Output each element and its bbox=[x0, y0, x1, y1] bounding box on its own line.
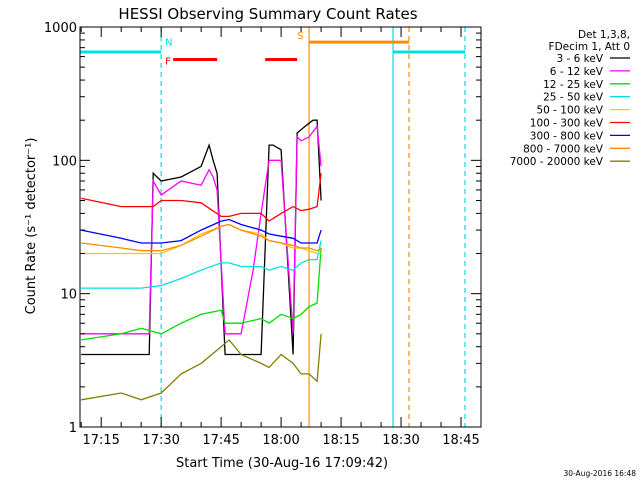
series-line-2 bbox=[81, 247, 322, 341]
legend-entry: 800 - 7000 keV bbox=[523, 143, 604, 155]
y-tick-label: 10 bbox=[60, 288, 77, 303]
axes: 1 10 100 1000 17:15 17:30 17:45 18:00 18:15 18:30… bbox=[44, 21, 482, 448]
legend-entry: 50 - 100 keV bbox=[536, 105, 603, 117]
y-tick-label: 100 bbox=[52, 154, 77, 169]
y-tick-label: 1000 bbox=[44, 21, 77, 36]
flag-label-f: F bbox=[165, 57, 171, 68]
flag-label-s: S bbox=[297, 31, 303, 42]
series-line-0 bbox=[81, 119, 322, 356]
series-line-1 bbox=[81, 124, 322, 335]
plot-area: NF S bbox=[80, 27, 466, 427]
x-tick-label: 18:15 bbox=[322, 433, 359, 448]
plot-frame bbox=[79, 26, 482, 428]
series-line-8 bbox=[81, 333, 322, 401]
series-line-3 bbox=[81, 240, 322, 289]
legend-entry: 3 - 6 keV bbox=[556, 53, 603, 65]
chart-title: HESSI Observing Summary Count Rates bbox=[118, 5, 417, 23]
legend-entry: 6 - 12 keV bbox=[550, 66, 604, 78]
x-tick-label: 18:45 bbox=[442, 433, 479, 448]
series-line-7 bbox=[81, 223, 322, 252]
legend-entry: 7000 - 20000 keV bbox=[510, 156, 604, 168]
flag-label-n: N bbox=[165, 37, 172, 48]
x-tick-label: 17:30 bbox=[142, 433, 179, 448]
legend-header: FDecim 1, Att 0 bbox=[549, 41, 630, 53]
footer-timestamp: 30-Aug-2016 16:48 bbox=[563, 469, 636, 478]
y-axis-label: Count Rate (s⁻¹ detector⁻¹) bbox=[24, 138, 39, 315]
legend-entry: 100 - 300 keV bbox=[530, 118, 604, 130]
legend-entry: 300 - 800 keV bbox=[530, 130, 604, 142]
x-tick-label: 17:15 bbox=[82, 433, 119, 448]
x-axis-label: Start Time (30-Aug-16 17:09:42) bbox=[176, 456, 388, 471]
y-tick-label: 1 bbox=[69, 421, 77, 436]
x-tick-label: 18:30 bbox=[382, 433, 419, 448]
series-line-5 bbox=[81, 173, 322, 222]
legend-header: Det 1,3,8, bbox=[578, 29, 630, 41]
x-tick-label: 17:45 bbox=[202, 433, 239, 448]
legend-entry: 25 - 50 keV bbox=[543, 92, 604, 104]
legend-entry: 12 - 25 keV bbox=[543, 79, 604, 91]
series-line-6 bbox=[81, 218, 322, 244]
x-tick-label: 18:00 bbox=[262, 433, 299, 448]
